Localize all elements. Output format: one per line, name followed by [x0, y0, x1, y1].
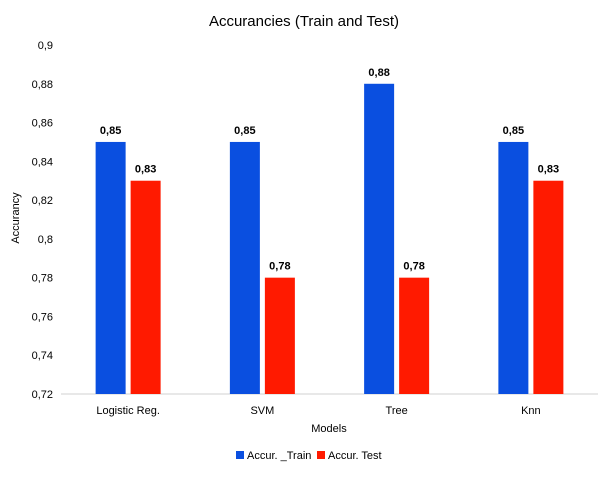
bar-train: [95, 141, 126, 394]
x-tick-label: SVM: [250, 405, 274, 417]
bar-test: [130, 180, 161, 394]
x-tick-label: Tree: [386, 405, 408, 417]
data-label: 0,85: [100, 125, 121, 137]
y-tick-label: 0,8: [38, 234, 53, 246]
y-tick-label: 0,82: [32, 195, 53, 207]
data-label: 0,78: [269, 261, 290, 273]
legend-swatch: [317, 451, 325, 459]
x-axis: Logistic Reg. SVM Tree Knn: [96, 405, 540, 417]
bar-test: [399, 277, 430, 394]
y-tick-label: 0,86: [32, 118, 53, 130]
y-tick-label: 0,76: [32, 311, 53, 323]
y-axis: 0,72 0,74 0,76 0,78 0,8 0,82 0,84 0,86 0,88 0,9: [32, 40, 53, 401]
x-axis-title: Models: [311, 423, 347, 435]
chart-title: Accurancies (Train and Test): [209, 13, 399, 30]
legend: Accur. _Train Accur. Test: [236, 450, 382, 462]
y-axis-title: Accurancy: [10, 192, 22, 244]
bar-train: [498, 141, 529, 394]
bar-test: [264, 277, 295, 394]
y-tick-label: 0,84: [32, 156, 53, 168]
x-tick-label: Knn: [521, 405, 541, 417]
bar-test: [533, 180, 564, 394]
data-label: 0,78: [403, 261, 424, 273]
y-tick-label: 0,9: [38, 40, 53, 52]
y-tick-label: 0,88: [32, 79, 53, 91]
legend-swatch: [236, 451, 244, 459]
data-label: 0,83: [538, 164, 559, 176]
bar-train: [364, 83, 395, 395]
data-label: 0,85: [234, 125, 255, 137]
data-label: 0,83: [135, 164, 156, 176]
x-tick-label: Logistic Reg.: [96, 405, 160, 417]
y-tick-label: 0,72: [32, 389, 53, 401]
data-label: 0,85: [503, 125, 524, 137]
legend-label: Accur. _Train: [247, 450, 311, 462]
bars: 0,85 0,83 0,85 0,78 0,88 0,78 0,85 0,83: [95, 67, 564, 395]
bar-train: [229, 141, 260, 394]
y-tick-label: 0,78: [32, 273, 53, 285]
y-tick-label: 0,74: [32, 350, 53, 362]
data-label: 0,88: [368, 67, 389, 79]
legend-label: Accur. Test: [328, 450, 382, 462]
